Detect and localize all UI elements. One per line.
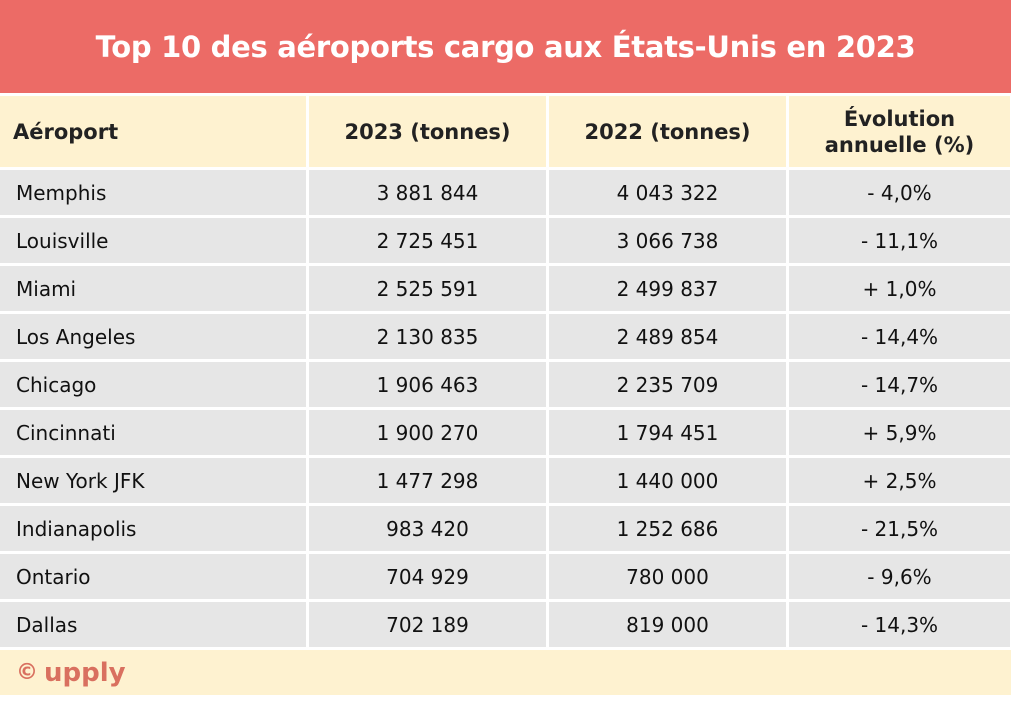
cell-tonnes-2022: 819 000 xyxy=(549,602,786,647)
cell-tonnes-2023: 983 420 xyxy=(309,506,546,551)
cell-evolution: - 4,0% xyxy=(789,170,1010,215)
cell-evolution: - 21,5% xyxy=(789,506,1010,551)
data-table: Aéroport 2023 (tonnes) 2022 (tonnes) Évo… xyxy=(0,96,1011,647)
column-header-evolution: Évolution annuelle (%) xyxy=(789,96,1010,167)
cell-tonnes-2022: 1 794 451 xyxy=(549,410,786,455)
cell-tonnes-2022: 1 252 686 xyxy=(549,506,786,551)
cell-evolution: - 9,6% xyxy=(789,554,1010,599)
cell-airport: Cincinnati xyxy=(0,410,306,455)
cell-evolution: - 14,3% xyxy=(789,602,1010,647)
cell-evolution: + 2,5% xyxy=(789,458,1010,503)
cell-tonnes-2022: 1 440 000 xyxy=(549,458,786,503)
cell-airport: Los Angeles xyxy=(0,314,306,359)
cell-evolution: + 1,0% xyxy=(789,266,1010,311)
cell-airport: New York JFK xyxy=(0,458,306,503)
cell-airport: Chicago xyxy=(0,362,306,407)
cell-tonnes-2022: 2 489 854 xyxy=(549,314,786,359)
column-header-2022: 2022 (tonnes) xyxy=(549,96,786,167)
cell-tonnes-2023: 1 477 298 xyxy=(309,458,546,503)
cell-airport: Ontario xyxy=(0,554,306,599)
column-header-2023: 2023 (tonnes) xyxy=(309,96,546,167)
cell-evolution: - 14,4% xyxy=(789,314,1010,359)
cell-evolution: - 14,7% xyxy=(789,362,1010,407)
cell-airport: Indianapolis xyxy=(0,506,306,551)
cell-tonnes-2022: 2 499 837 xyxy=(549,266,786,311)
cell-evolution: - 11,1% xyxy=(789,218,1010,263)
cell-evolution: + 5,9% xyxy=(789,410,1010,455)
cell-tonnes-2022: 2 235 709 xyxy=(549,362,786,407)
cell-tonnes-2023: 1 900 270 xyxy=(309,410,546,455)
cell-tonnes-2022: 780 000 xyxy=(549,554,786,599)
cell-tonnes-2023: 2 525 591 xyxy=(309,266,546,311)
cell-airport: Louisville xyxy=(0,218,306,263)
cell-airport: Miami xyxy=(0,266,306,311)
cell-tonnes-2022: 3 066 738 xyxy=(549,218,786,263)
footer-logo: © upply xyxy=(0,650,1011,695)
cell-tonnes-2022: 4 043 322 xyxy=(549,170,786,215)
brand-logo-text: upply xyxy=(44,657,126,688)
copyright-symbol: © xyxy=(16,660,38,685)
column-header-airport: Aéroport xyxy=(0,96,306,167)
cell-tonnes-2023: 2 725 451 xyxy=(309,218,546,263)
cell-tonnes-2023: 2 130 835 xyxy=(309,314,546,359)
cell-tonnes-2023: 3 881 844 xyxy=(309,170,546,215)
cell-tonnes-2023: 1 906 463 xyxy=(309,362,546,407)
cell-tonnes-2023: 702 189 xyxy=(309,602,546,647)
cell-tonnes-2023: 704 929 xyxy=(309,554,546,599)
cell-airport: Memphis xyxy=(0,170,306,215)
cell-airport: Dallas xyxy=(0,602,306,647)
table-title: Top 10 des aéroports cargo aux États-Uni… xyxy=(0,0,1011,93)
